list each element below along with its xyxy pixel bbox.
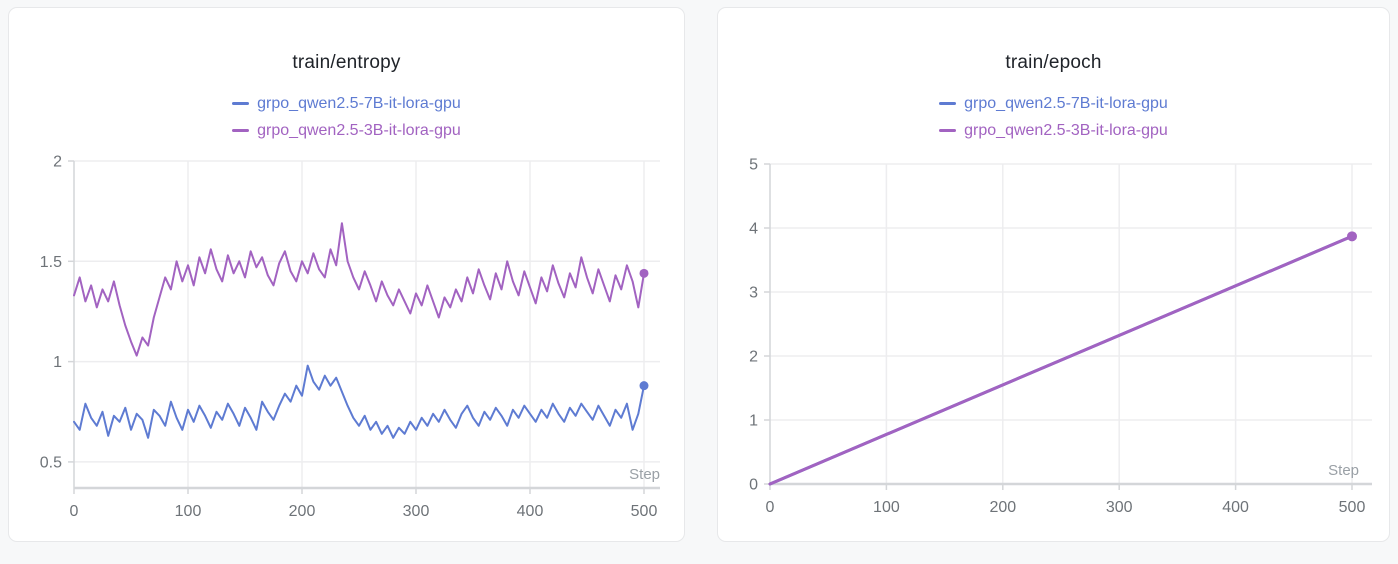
legend-item-run-3b[interactable]: grpo_qwen2.5-3B-it-lora-gpu — [232, 119, 461, 142]
x-tick-label: 500 — [631, 503, 658, 520]
legend: grpo_qwen2.5-7B-it-lora-gpu grpo_qwen2.5… — [9, 92, 684, 142]
x-axis-label: Step — [1328, 462, 1359, 479]
legend-dash-icon — [939, 128, 957, 133]
series-line-grpo_qwen2.5-7B-it-lora-gpu — [73, 364, 645, 439]
legend: grpo_qwen2.5-7B-it-lora-gpu grpo_qwen2.5… — [718, 92, 1389, 142]
end-point-marker-grpo_qwen2.5-3B-it-lora-gpu — [1347, 231, 1357, 242]
chart-panel-train-entropy[interactable]: train/entropy grpo_qwen2.5-7B-it-lora-gp… — [8, 7, 685, 542]
y-tick-label: 1 — [749, 413, 758, 430]
y-tick-label: 3 — [749, 285, 758, 302]
y-tick-label: 0.5 — [40, 454, 62, 471]
y-tick-label: 0 — [749, 477, 758, 494]
series-line-grpo_qwen2.5-3B-it-lora-gpu — [768, 234, 1354, 486]
y-tick-label: 2 — [53, 154, 62, 171]
x-tick-label: 400 — [517, 503, 544, 520]
y-tick-label: 1 — [53, 354, 62, 371]
x-axis-label: Step — [629, 466, 660, 483]
legend-dash-icon — [232, 128, 250, 133]
y-tick-label: 5 — [749, 157, 758, 174]
legend-item-run-7b[interactable]: grpo_qwen2.5-7B-it-lora-gpu — [939, 92, 1168, 115]
chart-title: train/entropy — [292, 52, 401, 73]
x-tick-label: 100 — [175, 503, 202, 520]
legend-run-label: grpo_qwen2.5-3B-it-lora-gpu — [964, 121, 1168, 139]
legend-item-run-7b[interactable]: grpo_qwen2.5-7B-it-lora-gpu — [232, 92, 461, 115]
x-tick-label: 0 — [766, 499, 775, 516]
x-tick-label: 500 — [1339, 499, 1366, 516]
legend-dash-icon — [232, 101, 250, 106]
legend-run-label: grpo_qwen2.5-7B-it-lora-gpu — [964, 94, 1168, 112]
chart-title: train/epoch — [1005, 52, 1102, 73]
x-tick-label: 200 — [289, 503, 316, 520]
series-line-grpo_qwen2.5-3B-it-lora-gpu — [73, 222, 645, 357]
x-tick-label: 200 — [989, 499, 1016, 516]
end-point-marker-grpo_qwen2.5-3B-it-lora-gpu — [639, 268, 649, 278]
x-tick-label: 0 — [70, 503, 79, 520]
legend-dash-icon — [939, 101, 957, 106]
end-point-marker-grpo_qwen2.5-7B-it-lora-gpu — [639, 381, 649, 391]
x-tick-label: 100 — [873, 499, 900, 516]
chart-panel-train-epoch[interactable]: train/epoch grpo_qwen2.5-7B-it-lora-gpu … — [717, 7, 1390, 542]
y-tick-label: 4 — [749, 221, 758, 238]
x-tick-label: 300 — [403, 503, 430, 520]
y-tick-label: 2 — [749, 349, 758, 366]
legend-run-label: grpo_qwen2.5-7B-it-lora-gpu — [257, 94, 461, 112]
y-tick-label: 1.5 — [40, 254, 62, 271]
chart-canvas-train-epoch[interactable]: 0 1 2 3 4 5 0 100 200 300 400 500 — [718, 8, 1389, 541]
legend-run-label: grpo_qwen2.5-3B-it-lora-gpu — [257, 121, 461, 139]
legend-item-run-3b[interactable]: grpo_qwen2.5-3B-it-lora-gpu — [939, 119, 1168, 142]
x-tick-label: 300 — [1106, 499, 1133, 516]
x-tick-label: 400 — [1222, 499, 1249, 516]
chart-canvas-train-entropy[interactable]: 0.5 1 1.5 2 0 100 200 300 400 500 — [9, 8, 684, 541]
